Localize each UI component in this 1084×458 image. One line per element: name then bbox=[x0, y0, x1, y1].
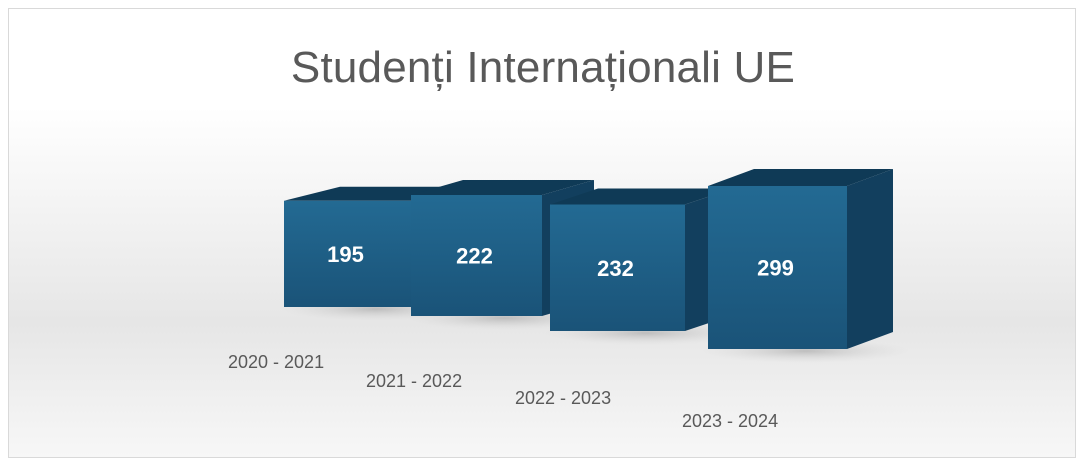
category-label: 2021 - 2022 bbox=[366, 371, 462, 391]
chart-title: Studenți Internaționali UE bbox=[290, 43, 796, 92]
bar-top-face bbox=[708, 169, 893, 187]
chart-frame: Studenți Internaționali UE 195 2020 - 202… bbox=[8, 8, 1076, 458]
category-label: 2020 - 2021 bbox=[228, 352, 324, 372]
bar-front-face bbox=[284, 200, 411, 307]
bar-front-face bbox=[411, 195, 542, 316]
bar-top-face bbox=[411, 180, 594, 196]
data-label: 299 bbox=[757, 256, 794, 281]
data-label: 232 bbox=[597, 256, 634, 281]
bar-top-face bbox=[550, 188, 733, 205]
bar-front-face bbox=[550, 204, 685, 331]
bar-4 bbox=[708, 169, 893, 349]
chart-plot: 195 2020 - 2021 222 2021 - 2022 232 2022 - 20… bbox=[228, 169, 910, 431]
category-label: 2022 - 2023 bbox=[515, 388, 611, 408]
data-label: 195 bbox=[327, 242, 364, 267]
bar-3 bbox=[550, 188, 733, 331]
data-label: 222 bbox=[456, 244, 493, 269]
category-label: 2023 - 2024 bbox=[682, 411, 778, 431]
bar-front-face bbox=[708, 186, 847, 349]
bar-side-face bbox=[847, 169, 893, 349]
